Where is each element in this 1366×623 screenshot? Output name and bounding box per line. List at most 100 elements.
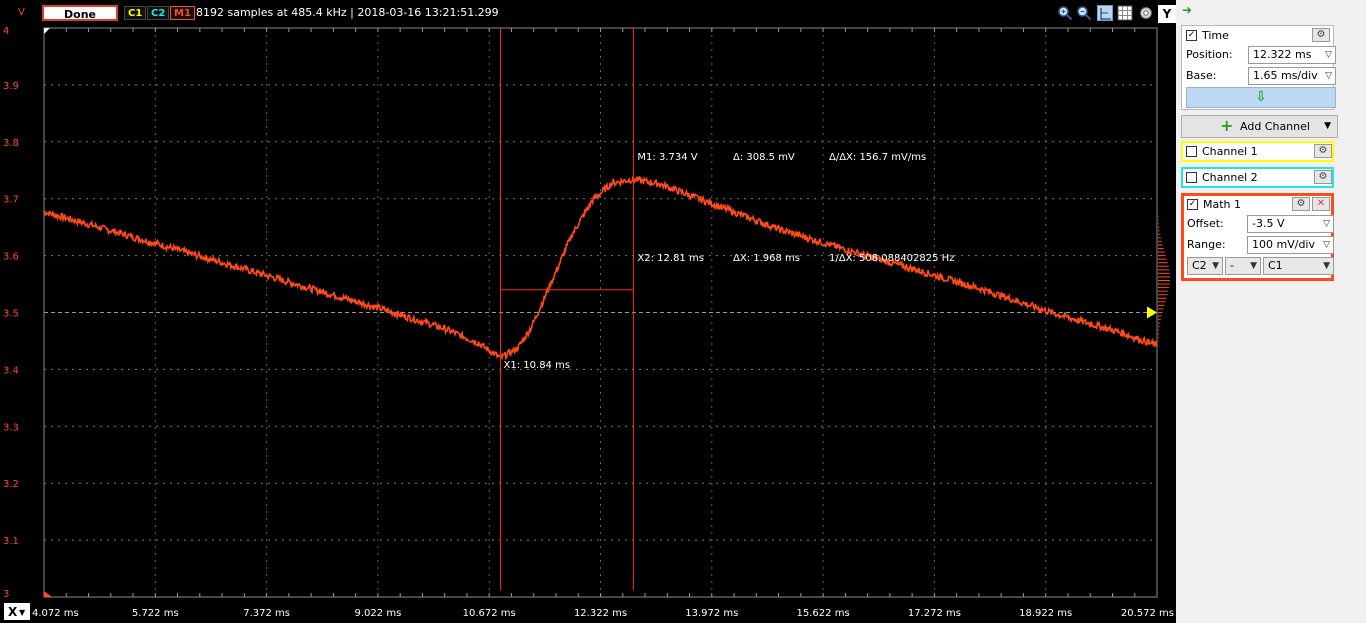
y-axis-button[interactable]: Y <box>1158 5 1176 23</box>
operator-select[interactable]: - ▼ <box>1225 257 1261 275</box>
trace-point <box>1117 331 1120 333</box>
operator-value: - <box>1230 259 1234 272</box>
math1-group: ✓ Math 1 ⚙ ✕ Offset: -3.5 V ▽ Range: 100 … <box>1181 193 1334 281</box>
cursor-layer[interactable]: X1: 10.84 ms M1: 3.734 V Δ: 308.5 mV Δ/ΔX: … <box>500 28 955 590</box>
range-select[interactable]: 100 mV/div ▽ <box>1247 236 1334 254</box>
apply-arrow-button[interactable]: ⇩ <box>1186 87 1336 108</box>
y-tick-label: 3.4 <box>3 365 19 376</box>
x-axis-button[interactable]: X ▼ <box>4 603 30 620</box>
operand-b-select[interactable]: C1 ▼ <box>1263 257 1334 275</box>
trace-point <box>712 203 715 206</box>
x-tick-label: 12.322 ms <box>574 608 627 619</box>
offset-marker[interactable] <box>44 28 1157 597</box>
trace-point <box>1156 344 1158 347</box>
channel2-settings-icon[interactable]: ⚙ <box>1314 170 1332 184</box>
math1-title: Math 1 <box>1203 198 1242 211</box>
trace-point <box>105 228 108 231</box>
trace-point <box>780 229 782 231</box>
position-select[interactable]: 12.322 ms ▽ <box>1248 46 1336 64</box>
x-tick-label: 17.272 ms <box>908 608 961 619</box>
base-select[interactable]: 1.65 ms/div ▽ <box>1248 67 1336 85</box>
zoom-out-icon[interactable] <box>1076 5 1092 21</box>
base-value: 1.65 ms/div <box>1253 69 1318 82</box>
chevron-down-icon: ▽ <box>1325 71 1332 81</box>
inv-delta-x-label: 1/ΔX: 508.088402825 Hz <box>829 253 954 264</box>
chevron-down-icon: ▽ <box>1323 240 1330 250</box>
x-tick-label: 15.622 ms <box>797 608 850 619</box>
delta-slope-label: Δ/ΔX: 156.7 mV/ms <box>829 152 926 163</box>
settings-icon[interactable] <box>1138 5 1154 21</box>
trace-point <box>240 267 243 269</box>
close-icon[interactable]: ✕ <box>1312 197 1330 211</box>
offset-value: -3.5 V <box>1252 217 1285 230</box>
offset-select[interactable]: -3.5 V ▽ <box>1247 215 1334 233</box>
grid-icon[interactable] <box>1117 5 1133 21</box>
plus-icon: + <box>1220 116 1234 135</box>
trace-point <box>530 325 533 328</box>
plot-area[interactable]: 4 3.9 3.8 3.7 3.6 3.5 3.4 3.3 3.2 3.1 3 4.072 ms 5.… <box>0 0 1176 623</box>
channel1-group: Channel 1 ⚙ <box>1181 141 1334 162</box>
math1-checkbox[interactable]: ✓ <box>1187 199 1198 210</box>
math1-chip[interactable]: M1 <box>170 6 195 20</box>
range-label: Range: <box>1187 238 1226 251</box>
channel1-settings-icon[interactable]: ⚙ <box>1314 144 1332 158</box>
trace-point <box>43 210 45 213</box>
trace-point <box>517 346 519 349</box>
unit-label: V <box>18 7 25 18</box>
trace-point <box>308 287 310 289</box>
x-tick-label: 13.972 ms <box>685 608 738 619</box>
time-title: Time <box>1202 29 1229 42</box>
y-tick-label: 3.3 <box>3 422 19 433</box>
status-text: 8192 samples at 485.4 kHz | 2018-03-16 1… <box>196 6 499 19</box>
add-channel-label: Add Channel <box>1240 120 1310 133</box>
trace-point <box>173 247 175 250</box>
math1-trace-path <box>43 175 1158 361</box>
y-tick-label: 3.8 <box>3 138 19 149</box>
bottom-left-marker <box>44 591 52 597</box>
channel1-chip[interactable]: C1 <box>124 6 147 20</box>
cursor-icon[interactable] <box>1097 5 1113 21</box>
x-axis-ticks: 4.072 ms 5.722 ms 7.372 ms 9.022 ms 10.672 m… <box>32 608 1174 619</box>
cursor-m1-label: M1: 3.734 V <box>637 152 697 163</box>
acquisition-state-button[interactable]: Done <box>42 5 118 21</box>
operand-a-value: C2 <box>1192 259 1207 272</box>
x-tick-label: 18.922 ms <box>1019 608 1072 619</box>
x-tick-label: 9.022 ms <box>355 608 402 619</box>
trace-point <box>982 288 985 291</box>
time-settings-icon[interactable]: ⚙ <box>1312 28 1330 42</box>
position-value: 12.322 ms <box>1253 48 1312 61</box>
chevron-down-icon: ▽ <box>1323 219 1330 229</box>
chevron-down-icon: ▽ <box>1325 50 1332 60</box>
offset-marker-triangle[interactable] <box>1147 306 1157 319</box>
y-tick-label: 3.2 <box>3 479 19 490</box>
trace-point <box>1050 311 1052 314</box>
arrow-down-icon: ⇩ <box>1255 89 1267 105</box>
zoom-in-icon[interactable] <box>1057 5 1073 21</box>
operand-a-select[interactable]: C2 ▼ <box>1187 257 1223 275</box>
svg-text:▼: ▼ <box>19 608 26 617</box>
triangle-down-icon: ▼ <box>1212 261 1219 271</box>
y-tick-label: 3.9 <box>3 81 19 92</box>
offset-label: Offset: <box>1187 217 1224 230</box>
channel2-checkbox[interactable] <box>1186 172 1197 183</box>
x-axis-label: X <box>8 605 18 619</box>
channel2-title: Channel 2 <box>1202 171 1258 184</box>
triangle-down-icon: ▼ <box>1250 261 1257 271</box>
cursor-x2-label: X2: 12.81 ms <box>637 253 704 264</box>
channel1-checkbox[interactable] <box>1186 146 1197 157</box>
trace-point <box>571 233 573 236</box>
math1-settings-icon[interactable]: ⚙ <box>1292 197 1310 211</box>
trace-point <box>847 249 850 252</box>
time-checkbox[interactable]: ✓ <box>1186 30 1197 41</box>
y-tick-label: 3.7 <box>3 195 19 206</box>
x-tick-label: 10.672 ms <box>463 608 516 619</box>
arrow-right-icon[interactable]: ➜ <box>1182 3 1193 17</box>
add-channel-button[interactable]: + Add Channel ▼ <box>1181 115 1338 138</box>
y-tick-label: 3 <box>3 589 9 600</box>
channel2-chip[interactable]: C2 <box>147 6 170 20</box>
position-label: Position: <box>1186 48 1233 61</box>
y-tick-label: 4 <box>3 26 9 37</box>
trace-point <box>476 341 479 344</box>
cursor-x1-label: X1: 10.84 ms <box>504 360 571 371</box>
